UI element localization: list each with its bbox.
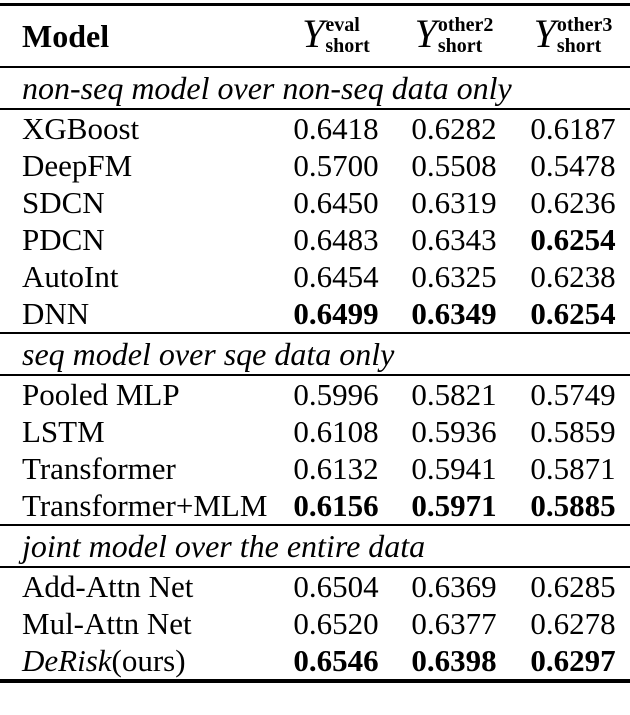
metric-value: 0.6187 (530, 110, 616, 146)
metric-value: 0.6377 (411, 605, 497, 641)
script-y-glyph: Y (533, 10, 556, 56)
subscript: short (556, 34, 602, 57)
subscript: short (325, 34, 370, 57)
metric-value: 0.6504 (293, 568, 379, 604)
metric-value: 0.6282 (411, 110, 497, 146)
metric-value: 0.5478 (530, 147, 616, 183)
metric-value-best: 0.5885 (530, 487, 616, 523)
metric-value: 0.5749 (530, 376, 616, 412)
metric-value: 0.5508 (411, 147, 497, 183)
results-table: Model Y eval short Y other2 short (0, 3, 630, 683)
metric-value: 0.6319 (411, 184, 497, 220)
column-header-metric-eval: Y eval short (280, 4, 392, 68)
section-title: joint model over the entire data (0, 524, 630, 568)
metric-value: 0.5859 (530, 413, 616, 449)
superscript: other3 (556, 14, 613, 37)
metric-value: 0.6325 (411, 258, 497, 294)
table-row: PDCN 0.6483 0.6343 0.6254 (0, 221, 630, 258)
script-y-glyph: Y (414, 10, 437, 56)
superscript: other2 (437, 14, 494, 37)
column-header-model: Model (0, 4, 280, 68)
metric-value: 0.6483 (293, 221, 379, 257)
model-name: Transformer (22, 450, 176, 486)
model-name-italic-part: DeRisk (22, 642, 112, 678)
metric-value-best: 0.6254 (530, 295, 616, 331)
metric-value: 0.6278 (530, 605, 616, 641)
table-row: Pooled MLP 0.5996 0.5821 0.5749 (0, 375, 630, 413)
section-header-joint: joint model over the entire data (0, 524, 630, 568)
model-name: PDCN (22, 221, 105, 257)
metric-value: 0.6454 (293, 258, 379, 294)
model-name: DeepFM (22, 147, 133, 183)
metric-value-best: 0.6499 (293, 295, 379, 331)
model-name: AutoInt (22, 258, 119, 294)
table-row: SDCN 0.6450 0.6319 0.6236 (0, 184, 630, 221)
metric-value-best: 0.6254 (530, 221, 616, 257)
table-row: Mul-Attn Net 0.6520 0.6377 0.6278 (0, 605, 630, 642)
metric-value: 0.5700 (293, 147, 379, 183)
metric-value: 0.6343 (411, 221, 497, 257)
model-name: XGBoost (22, 110, 140, 146)
model-name: Transformer+MLM (22, 487, 268, 523)
metric-value: 0.6285 (530, 568, 616, 604)
metric-value-best: 0.6349 (411, 295, 497, 331)
model-name-suffix: (ours) (111, 642, 186, 678)
table-row: DeRisk(ours) 0.6546 0.6398 0.6297 (0, 642, 630, 681)
table-row: DNN 0.6499 0.6349 0.6254 (0, 295, 630, 333)
metric-value: 0.6369 (411, 568, 497, 604)
column-header-metric-other3: Y other3 short (516, 4, 630, 68)
table-row: DeepFM 0.5700 0.5508 0.5478 (0, 147, 630, 184)
metric-value: 0.5871 (530, 450, 616, 486)
section-title: seq model over sqe data only (0, 332, 630, 376)
metric-value-best: 0.6398 (411, 642, 497, 678)
model-name: Mul-Attn Net (22, 605, 192, 641)
metric-value-best: 0.6156 (293, 487, 379, 523)
metric-value: 0.6132 (293, 450, 379, 486)
section-title: non-seq model over non-seq data only (0, 66, 630, 110)
model-name: Add-Attn Net (22, 568, 194, 604)
subscript: short (437, 34, 483, 57)
metric-value: 0.6450 (293, 184, 379, 220)
column-header-metric-other2: Y other2 short (392, 4, 516, 68)
model-name: LSTM (22, 413, 105, 449)
metric-value: 0.6418 (293, 110, 379, 146)
table-row: AutoInt 0.6454 0.6325 0.6238 (0, 258, 630, 295)
metric-value-best: 0.6297 (530, 642, 616, 678)
table-row: Transformer 0.6132 0.5941 0.5871 (0, 450, 630, 487)
metric-value: 0.6238 (530, 258, 616, 294)
table-row: Add-Attn Net 0.6504 0.6369 0.6285 (0, 567, 630, 605)
metric-value: 0.5936 (411, 413, 497, 449)
header-row: Model Y eval short Y other2 short (0, 4, 630, 68)
metric-value: 0.5941 (411, 450, 497, 486)
table-row: LSTM 0.6108 0.5936 0.5859 (0, 413, 630, 450)
section-header-non-seq: non-seq model over non-seq data only (0, 66, 630, 110)
metric-value-best: 0.6546 (293, 642, 379, 678)
math-symbol-y-other3-short: Y other3 short (533, 10, 613, 57)
metric-value-best: 0.5971 (411, 487, 497, 523)
section-header-seq: seq model over sqe data only (0, 332, 630, 376)
table-row: XGBoost 0.6418 0.6282 0.6187 (0, 109, 630, 147)
model-name: DNN (22, 295, 90, 331)
model-name: Pooled MLP (22, 376, 180, 412)
model-name-derisk: DeRisk(ours) (0, 642, 280, 681)
metric-value: 0.5821 (411, 376, 497, 412)
math-symbol-y-other2-short: Y other2 short (414, 10, 494, 57)
superscript: eval (325, 14, 360, 37)
metric-value: 0.5996 (293, 376, 379, 412)
math-symbol-y-eval-short: Y eval short (302, 10, 370, 57)
metric-value: 0.6520 (293, 605, 379, 641)
script-y-glyph: Y (302, 10, 325, 56)
model-name: SDCN (22, 184, 105, 220)
table-row: Transformer+MLM 0.6156 0.5971 0.5885 (0, 487, 630, 525)
metric-value: 0.6236 (530, 184, 616, 220)
metric-value: 0.6108 (293, 413, 379, 449)
